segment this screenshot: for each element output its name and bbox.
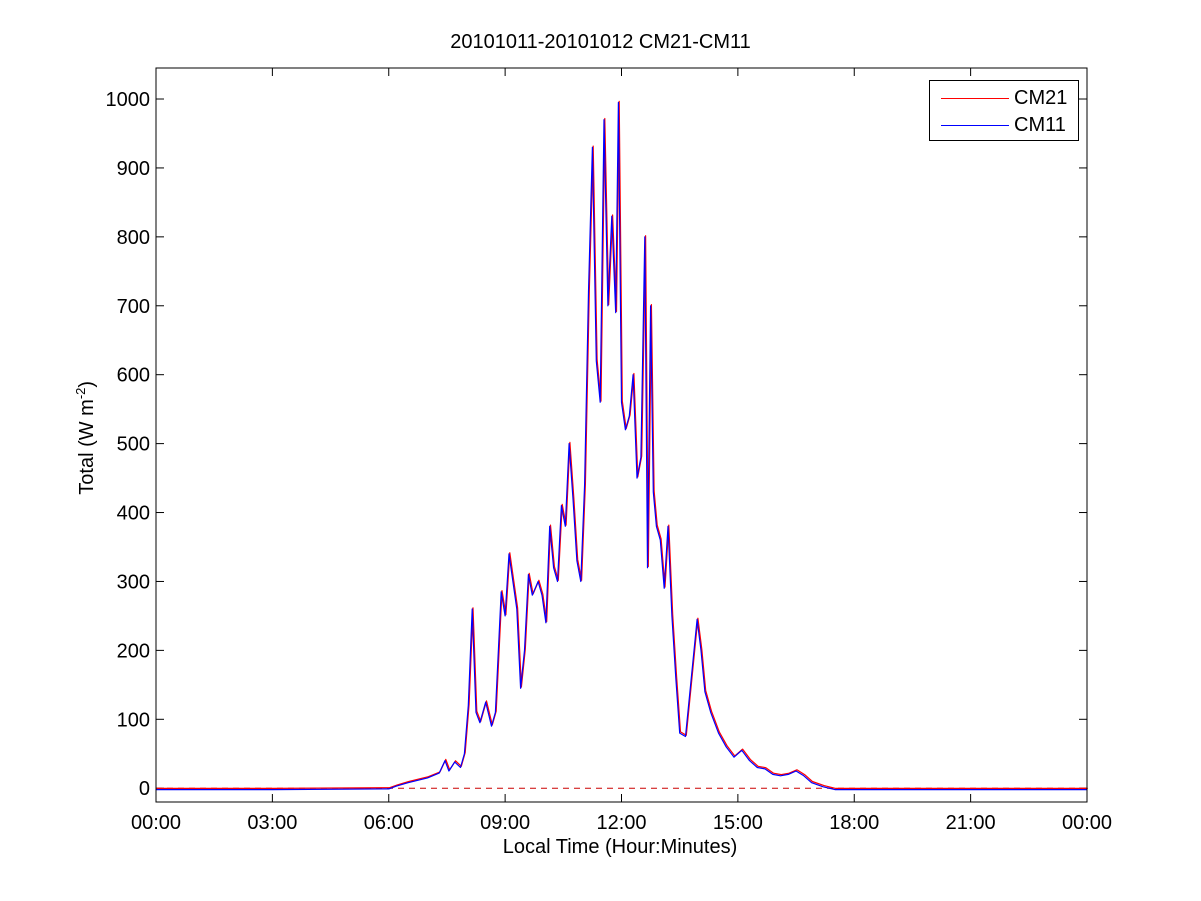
x-axis-label: Local Time (Hour:Minutes): [502, 836, 738, 858]
x-tick-label: 09:00: [480, 812, 530, 834]
plot-background: [156, 68, 1087, 802]
legend-item-cm11: CM11: [930, 113, 1078, 137]
legend-label-cm11: CM11: [1014, 114, 1066, 136]
y-tick-label: 300: [117, 571, 150, 593]
tick-labels: 0 100 200 300 400 500 600 700 800 900 1000 00:00 03:…: [106, 89, 1113, 834]
y-tick-label: 100: [117, 709, 150, 731]
legend-item-cm21: CM21: [930, 86, 1078, 110]
axes-ticks: [155, 68, 1088, 802]
y-tick-label: 500: [117, 434, 150, 456]
x-tick-label: 00:00: [1062, 812, 1112, 834]
x-tick-label: 15:00: [713, 812, 763, 834]
x-tick-label: 18:00: [829, 812, 879, 834]
x-tick-label: 21:00: [946, 812, 996, 834]
y-tick-label: 0: [139, 778, 150, 800]
y-axis-label-main: Total (W m: [75, 399, 98, 495]
x-tick-label: 12:00: [596, 812, 646, 834]
legend-label-cm21: CM21: [1014, 87, 1068, 109]
y-axis-label: Total (W m-2): [73, 273, 99, 603]
y-tick-label: 200: [117, 640, 150, 662]
legend-swatch-cm11: [941, 125, 1009, 126]
plot-frame: [155, 67, 1088, 803]
y-tick-label: 400: [117, 503, 150, 525]
y-tick-label: 600: [117, 365, 150, 387]
y-tick-label: 900: [117, 158, 150, 180]
legend: CM21 CM11: [929, 80, 1079, 141]
series-line-cm11: [156, 101, 1087, 791]
y-axis-label-close: ): [75, 380, 98, 388]
x-tick-label: 03:00: [247, 812, 297, 834]
series-layer: [156, 100, 1088, 791]
x-tick-label: 06:00: [364, 812, 414, 834]
y-tick-label: 800: [117, 227, 150, 249]
legend-swatch-cm21: [941, 98, 1009, 99]
y-axis-label-exponent: -2: [73, 387, 89, 400]
y-tick-label: 1000: [106, 89, 151, 111]
x-tick-label: 00:00: [131, 812, 181, 834]
y-tick-label: 700: [117, 296, 150, 318]
chart-title: 20101011-20101012 CM21-CM11: [450, 31, 751, 53]
